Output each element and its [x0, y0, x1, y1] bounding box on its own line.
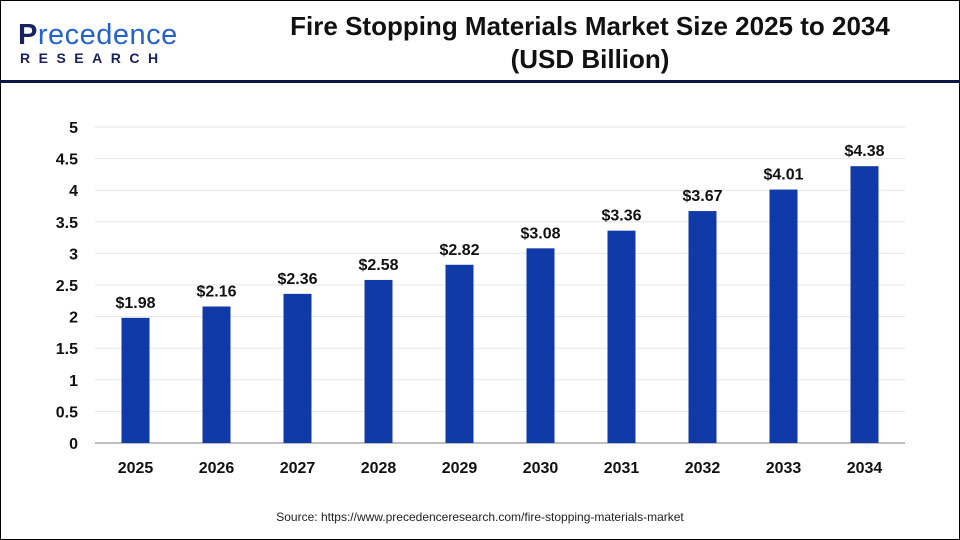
y-tick-label: 4: [69, 183, 78, 200]
x-tick-label: 2032: [685, 460, 721, 477]
data-label: $3.08: [520, 225, 560, 242]
precedence-research-logo: Precedence RESEARCH: [18, 20, 178, 66]
x-tick-label: 2028: [361, 460, 397, 477]
x-tick-label: 2030: [523, 460, 559, 477]
bar: [526, 248, 555, 443]
data-label: $1.98: [115, 295, 155, 312]
bar: [607, 230, 636, 443]
title-line-1: Fire Stopping Materials Market Size 2025…: [290, 11, 890, 41]
y-tick-label: 1.5: [56, 341, 78, 358]
data-label: $3.67: [682, 188, 722, 205]
logo-letter: P: [18, 19, 38, 51]
logo-subtext: RESEARCH: [20, 50, 167, 66]
y-tick-label: 4.5: [56, 152, 78, 169]
bar: [445, 264, 474, 443]
title-line-2: (USD Billion): [510, 44, 670, 74]
bar: [850, 166, 879, 443]
data-label: $4.01: [763, 167, 803, 184]
header: Precedence RESEARCH Fire Stopping Materi…: [0, 0, 960, 83]
y-tick-label: 2: [69, 310, 78, 327]
x-tick-label: 2026: [199, 460, 235, 477]
y-tick-label: 2.5: [56, 278, 78, 295]
logo-text: recedence: [37, 19, 178, 51]
bar: [364, 279, 393, 443]
data-label: $2.16: [196, 283, 236, 300]
x-tick-label: 2025: [118, 460, 154, 477]
bar: [283, 293, 312, 443]
bar: [121, 317, 150, 443]
bar: [688, 211, 717, 443]
y-tick-label: 0.5: [56, 404, 78, 421]
data-label: $3.36: [601, 208, 641, 225]
x-tick-label: 2034: [847, 460, 883, 477]
data-label: $2.36: [277, 271, 317, 288]
x-tick-label: 2027: [280, 460, 316, 477]
chart-title: Fire Stopping Materials Market Size 2025…: [240, 10, 940, 76]
y-tick-label: 0: [69, 436, 78, 453]
y-tick-label: 5: [69, 120, 78, 137]
y-tick-label: 1: [69, 373, 78, 390]
x-tick-label: 2029: [442, 460, 478, 477]
y-tick-label: 3: [69, 246, 78, 263]
bar: [769, 189, 798, 443]
data-label: $4.38: [844, 143, 884, 160]
x-tick-label: 2031: [604, 460, 640, 477]
data-label: $2.58: [358, 257, 398, 274]
x-tick-label: 2033: [766, 460, 802, 477]
data-label: $2.82: [439, 242, 479, 259]
bar: [202, 306, 231, 443]
source-note: Source: https://www.precedenceresearch.c…: [276, 510, 684, 524]
y-tick-label: 3.5: [56, 215, 78, 232]
